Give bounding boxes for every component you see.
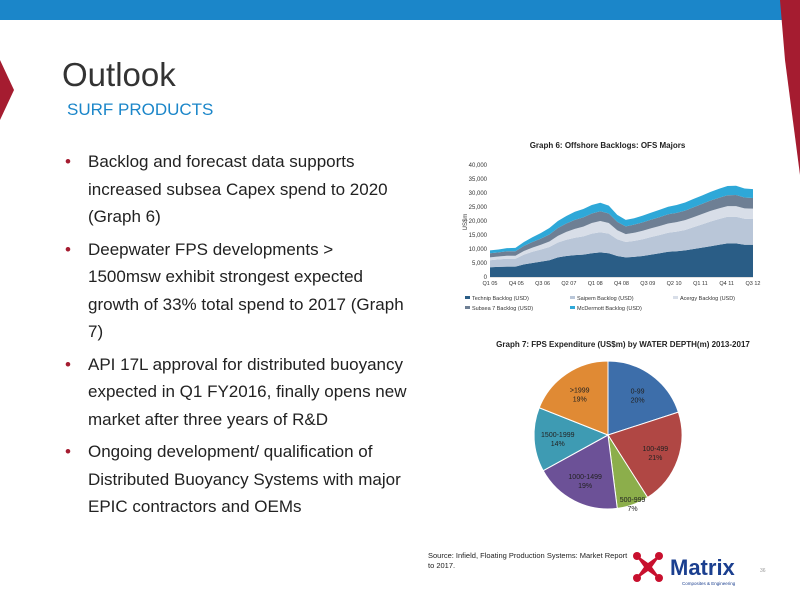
pie-slice-percent: 14% — [551, 441, 565, 448]
page-title: Outlook — [62, 56, 176, 93]
x-tick-label: Q3 06 — [535, 281, 550, 287]
x-tick-label: Q3 12 — [746, 281, 761, 287]
legend-swatch — [673, 296, 678, 299]
pie-slice-label: 100-499 — [642, 446, 668, 453]
legend-label: Subsea 7 Backlog (USD) — [472, 306, 533, 312]
x-tick-label: Q4 08 — [614, 281, 629, 287]
pie-slice — [533, 407, 610, 472]
pie-slice-percent: 7% — [628, 506, 638, 513]
corner-accent — [780, 0, 800, 175]
logo-wordmark: Matrix — [670, 555, 736, 580]
y-tick-label: 20,000 — [469, 219, 488, 225]
pie-slice — [607, 411, 683, 499]
legend-label: Acergy Backlog (USD) — [680, 296, 735, 302]
pie-slice — [542, 434, 618, 510]
legend-label: McDermott Backlog (USD) — [577, 306, 642, 312]
x-tick-label: Q1 08 — [588, 281, 603, 287]
pie-slice-label: 500-999 — [620, 497, 646, 504]
legend-swatch — [570, 306, 575, 309]
top-banner — [0, 0, 800, 20]
pie-slice-label: 0-99 — [631, 388, 645, 395]
legend-swatch — [465, 296, 470, 299]
bullet-list: • Backlog and forecast data supports incr… — [62, 148, 407, 526]
matrix-logo: Matrix Composites & Engineering — [633, 552, 736, 586]
pie-slice-percent: 19% — [573, 396, 587, 403]
x-tick-label: Q3 09 — [640, 281, 655, 287]
bullet-dot-icon: • — [65, 152, 71, 171]
area-series — [490, 206, 753, 261]
bullet-text: API 17L approval for distributed buoyanc… — [88, 354, 407, 429]
y-tick-label: 0 — [484, 275, 488, 281]
x-tick-label: Q1 11 — [693, 281, 708, 287]
x-tick-label: Q4 11 — [719, 281, 734, 287]
logo-tagline: Composites & Engineering — [682, 581, 736, 586]
y-axis-label: US$m — [463, 214, 469, 231]
bullet-dot-icon: • — [65, 239, 71, 259]
legend-swatch — [465, 306, 470, 309]
graph6-title: Graph 6: Offshore Backlogs: OFS Majors — [529, 141, 686, 150]
pie-slice-label: 1000-1499 — [568, 474, 602, 481]
source-note: Source: Infield, Floating Production Sys… — [428, 551, 628, 570]
x-tick-label: Q1 05 — [483, 281, 498, 287]
pie-slice-label: 1500-1999 — [541, 432, 575, 439]
bullet-dot-icon: • — [65, 354, 71, 374]
pie-slice-percent: 20% — [631, 397, 645, 404]
bullet-text: Ongoing development/ qualification of Di… — [88, 442, 401, 516]
y-tick-label: 15,000 — [469, 233, 488, 239]
bullet-dot-icon: • — [65, 442, 71, 461]
pie-slice-label: >1999 — [570, 387, 590, 394]
pie-slice — [607, 360, 680, 436]
x-tick-label: Q4 05 — [509, 281, 524, 287]
backlog-area-chart: 0 5,000 10,000 15,000 20,000 25,000 30,000 35,0… — [463, 163, 761, 312]
y-tick-label: 10,000 — [469, 247, 488, 253]
y-tick-label: 5,000 — [472, 261, 488, 267]
area-series — [490, 243, 753, 277]
area-series — [490, 194, 753, 258]
pie-slice — [538, 360, 609, 436]
x-tick-label: Q2 07 — [561, 281, 576, 287]
graph7-title: Graph 7: FPS Expenditure (US$m) by WATER… — [496, 340, 750, 349]
left-chevron-accent — [0, 60, 14, 120]
y-tick-label: 30,000 — [469, 191, 488, 197]
pie-slice-percent: 19% — [578, 483, 592, 490]
bullet-item: • Deepwater FPS developments > 1500msw ex… — [62, 236, 407, 346]
y-tick-label: 25,000 — [469, 205, 488, 211]
bullet-item: • API 17L approval for distributed buoyan… — [62, 351, 407, 434]
page-number: 36 — [760, 568, 766, 574]
fps-pie-chart: 0-99 20% 100-499 21% 500-999 7% 1000-1499 19% 15… — [533, 360, 683, 513]
bullet-text: Backlog and forecast data supports incre… — [88, 152, 388, 226]
area-series — [490, 216, 753, 268]
bullet-item: • Backlog and forecast data supports incr… — [62, 148, 407, 231]
page-subtitle: SURF PRODUCTS — [67, 100, 214, 119]
legend-swatch — [570, 296, 575, 299]
legend-label: Technip Backlog (USD) — [472, 296, 529, 302]
x-tick-label: Q2 10 — [667, 281, 682, 287]
y-tick-label: 35,000 — [469, 177, 488, 183]
pie-slice-percent: 21% — [648, 455, 662, 462]
y-tick-label: 40,000 — [469, 163, 488, 169]
area-series — [490, 185, 753, 254]
legend-label: Saipem Backlog (USD) — [577, 296, 634, 302]
bullet-item: • Ongoing development/ qualification of D… — [62, 438, 407, 521]
bullet-text: Deepwater FPS developments > 1500msw exh… — [88, 239, 404, 342]
